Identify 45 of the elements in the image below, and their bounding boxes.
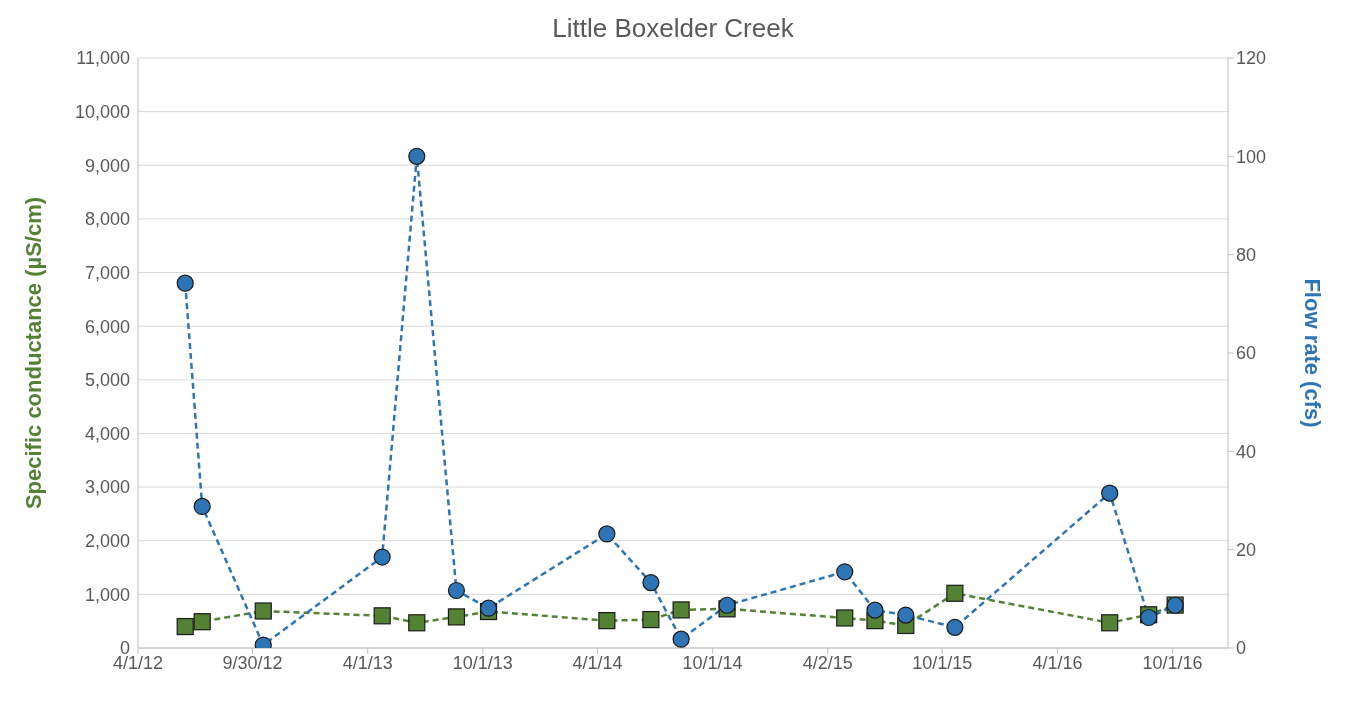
- point: [479, 599, 498, 617]
- y-tick-label: 7,000: [84, 262, 130, 283]
- y2-tick-label: 20: [1236, 540, 1257, 561]
- y2-tick-label: 40: [1236, 441, 1257, 462]
- point: [447, 581, 466, 600]
- y2-tick-label: 120: [1236, 48, 1267, 69]
- y2-axis-title: Flow rate (cfs): [1300, 278, 1326, 428]
- point: [642, 574, 660, 592]
- point: [897, 606, 915, 624]
- point: [946, 618, 964, 636]
- y2-tick-label: 80: [1236, 245, 1257, 266]
- y-tick-label: 2,000: [84, 531, 130, 552]
- point: [836, 563, 854, 581]
- point: [718, 596, 736, 614]
- x-tick-label: 9/30/12: [222, 652, 283, 673]
- chart-title: Little Boxelder Creek: [551, 12, 795, 45]
- point: [866, 601, 884, 619]
- point: [373, 548, 391, 566]
- y-tick-label: 11,000: [76, 48, 130, 69]
- point: [672, 630, 690, 648]
- x-tick-label: 4/1/14: [572, 652, 623, 673]
- y2-tick-label: 60: [1236, 343, 1257, 364]
- point: [1101, 484, 1119, 502]
- y-tick-label: 10,000: [74, 102, 130, 123]
- y-tick-label: 8,000: [84, 209, 130, 230]
- point: [598, 525, 616, 543]
- x-tick-label: 10/1/15: [912, 652, 973, 673]
- x-tick-label: 10/1/13: [452, 652, 513, 673]
- x-tick-label: 4/1/16: [1032, 652, 1083, 673]
- y2-tick-label: 100: [1236, 146, 1267, 167]
- y-tick-label: 4,000: [84, 423, 130, 444]
- y-tick-label: 9,000: [84, 155, 130, 176]
- x-tick-label: 10/1/16: [1142, 652, 1203, 673]
- point: [176, 274, 194, 292]
- x-tick-label: 4/2/15: [802, 652, 853, 673]
- y2-tick-label: 0: [1236, 638, 1247, 659]
- y-tick-label: 5,000: [84, 370, 130, 391]
- y-tick-label: 1,000: [84, 584, 130, 605]
- x-tick-label: 4/1/13: [342, 652, 393, 673]
- x-tick-label: 10/1/14: [682, 652, 743, 673]
- y-tick-label: 3,000: [84, 477, 130, 498]
- y-axis-title: Specific conductance (µS/cm): [20, 196, 46, 510]
- y-tick-label: 6,000: [84, 316, 130, 337]
- point: [408, 147, 426, 165]
- point: [193, 497, 211, 515]
